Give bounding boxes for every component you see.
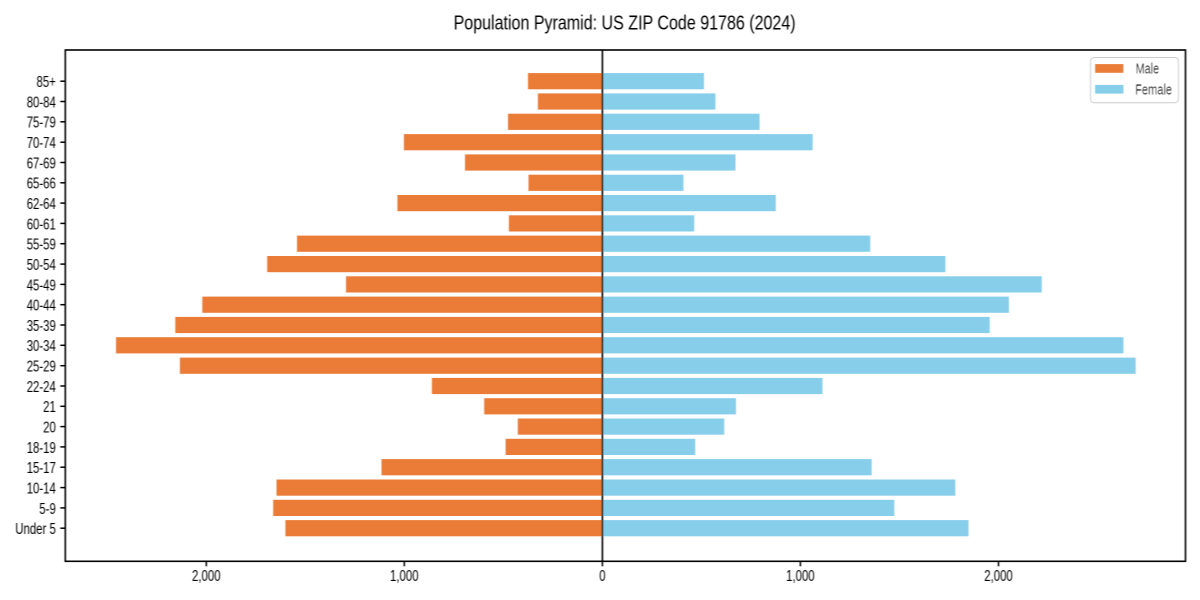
svg-text:5-9: 5-9 bbox=[39, 501, 56, 518]
svg-text:Female: Female bbox=[1135, 81, 1172, 98]
svg-text:40-44: 40-44 bbox=[27, 298, 56, 315]
svg-text:20: 20 bbox=[43, 420, 56, 437]
svg-text:35-39: 35-39 bbox=[27, 318, 56, 335]
svg-text:2,000: 2,000 bbox=[984, 568, 1013, 585]
svg-text:Population Pyramid: US ZIP Cod: Population Pyramid: US ZIP Code 91786 (2… bbox=[454, 13, 796, 35]
svg-text:25-29: 25-29 bbox=[27, 359, 56, 376]
svg-text:60-61: 60-61 bbox=[27, 216, 56, 233]
svg-text:1,000: 1,000 bbox=[390, 568, 419, 585]
svg-text:55-59: 55-59 bbox=[27, 237, 56, 254]
svg-text:21: 21 bbox=[43, 399, 56, 416]
svg-text:62-64: 62-64 bbox=[27, 196, 56, 213]
svg-text:Male: Male bbox=[1136, 61, 1160, 78]
svg-text:67-69: 67-69 bbox=[27, 155, 56, 172]
svg-text:65-66: 65-66 bbox=[27, 176, 56, 193]
svg-text:18-19: 18-19 bbox=[27, 440, 56, 457]
svg-text:45-49: 45-49 bbox=[27, 277, 56, 294]
svg-text:30-34: 30-34 bbox=[27, 338, 56, 355]
svg-text:70-74: 70-74 bbox=[27, 135, 56, 152]
svg-text:10-14: 10-14 bbox=[27, 481, 56, 498]
svg-text:75-79: 75-79 bbox=[27, 115, 56, 132]
svg-text:80-84: 80-84 bbox=[27, 94, 56, 111]
svg-text:2,000: 2,000 bbox=[192, 568, 221, 585]
svg-text:15-17: 15-17 bbox=[27, 460, 56, 477]
svg-text:1,000: 1,000 bbox=[786, 568, 815, 585]
svg-text:85+: 85+ bbox=[37, 74, 56, 91]
svg-text:50-54: 50-54 bbox=[27, 257, 56, 274]
svg-text:22-24: 22-24 bbox=[27, 379, 56, 396]
svg-text:Under 5: Under 5 bbox=[15, 521, 56, 538]
svg-text:0: 0 bbox=[599, 568, 606, 585]
